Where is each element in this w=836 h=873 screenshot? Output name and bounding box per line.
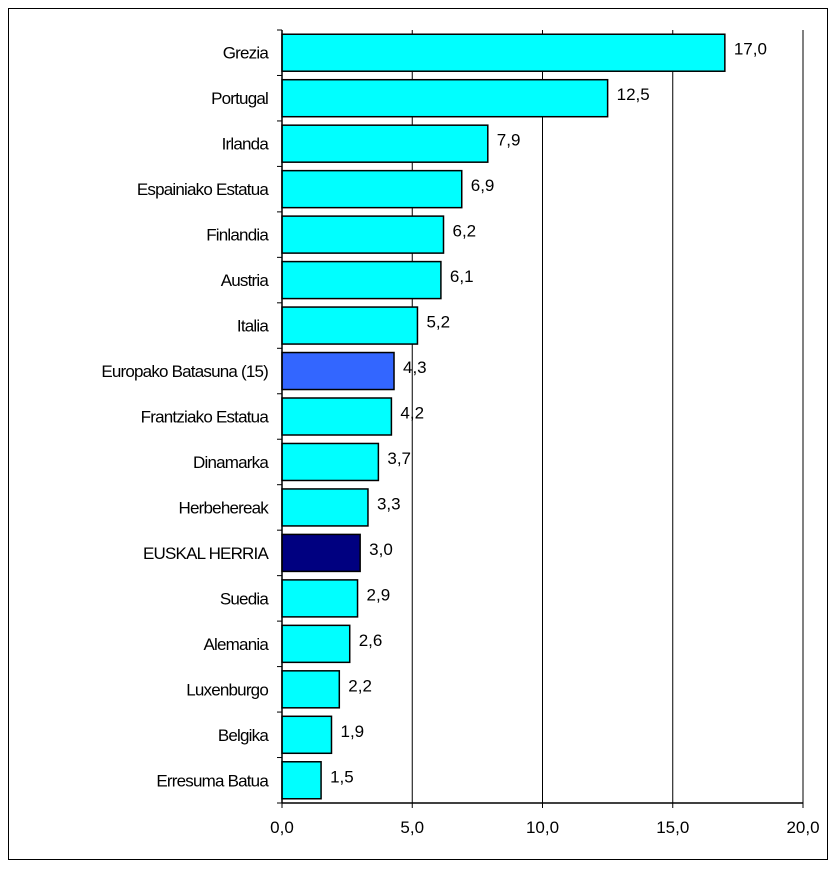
category-label: Espainiako Estatua <box>137 180 269 199</box>
x-tick-label: 20,0 <box>786 818 819 837</box>
category-label: Austria <box>221 271 270 290</box>
category-label: Belgika <box>218 726 270 745</box>
value-label: 17,0 <box>734 40 767 59</box>
value-label: 3,0 <box>369 540 393 559</box>
category-label: Dinamarka <box>193 453 269 472</box>
bar <box>281 488 369 527</box>
value-label: 1,5 <box>330 767 354 786</box>
category-label: Europako Batasuna (15) <box>101 362 268 381</box>
category-label: Grezia <box>223 44 270 63</box>
value-label: 5,2 <box>426 313 450 332</box>
category-label: Erresuma Batua <box>156 771 269 790</box>
bar <box>281 579 359 618</box>
x-tick-label: 5,0 <box>400 818 424 837</box>
bar <box>281 397 393 436</box>
bar <box>281 670 341 709</box>
category-label: Alemania <box>204 635 270 654</box>
category-label: Finlandia <box>206 226 269 245</box>
value-label: 4,2 <box>400 404 424 423</box>
bar <box>281 715 333 755</box>
bar <box>281 33 726 72</box>
value-label: 6,1 <box>450 267 474 286</box>
category-label: Suedia <box>220 589 269 608</box>
category-label: Italia <box>237 317 269 336</box>
category-label: Frantziako Estatua <box>141 408 270 427</box>
bar <box>281 442 380 482</box>
bar <box>281 124 489 163</box>
bar <box>281 78 609 118</box>
bar <box>281 306 419 345</box>
value-label: 7,9 <box>497 131 521 150</box>
bar <box>281 169 463 209</box>
value-label: 6,9 <box>471 176 495 195</box>
x-tick-label: 10,0 <box>526 818 559 837</box>
value-label: 12,5 <box>617 85 650 104</box>
value-label: 3,7 <box>387 449 411 468</box>
bar <box>281 215 445 254</box>
bar <box>281 351 395 391</box>
bar <box>281 761 322 800</box>
labels: Grezia 17,0 Portugal 12,5 Irlanda 7,9 Espainia… <box>101 40 819 837</box>
bar <box>281 624 351 664</box>
category-label: Portugal <box>211 89 268 108</box>
axes <box>277 29 804 808</box>
value-label: 4,3 <box>403 358 427 377</box>
bar <box>281 533 361 573</box>
value-label: 6,2 <box>453 222 477 241</box>
value-label: 2,6 <box>359 631 383 650</box>
value-label: 1,9 <box>340 722 364 741</box>
value-label: 3,3 <box>377 494 401 513</box>
category-label: Luxenburgo <box>186 680 268 699</box>
category-label: EUSKAL HERRIA <box>143 544 269 563</box>
bars <box>281 33 726 800</box>
bar <box>281 260 442 300</box>
value-label: 2,9 <box>367 585 391 604</box>
x-tick-label: 0,0 <box>270 818 294 837</box>
category-label: Irlanda <box>222 135 270 154</box>
category-label: Herbehereak <box>179 498 270 517</box>
x-tick-label: 15,0 <box>656 818 689 837</box>
value-label: 2,2 <box>348 676 372 695</box>
